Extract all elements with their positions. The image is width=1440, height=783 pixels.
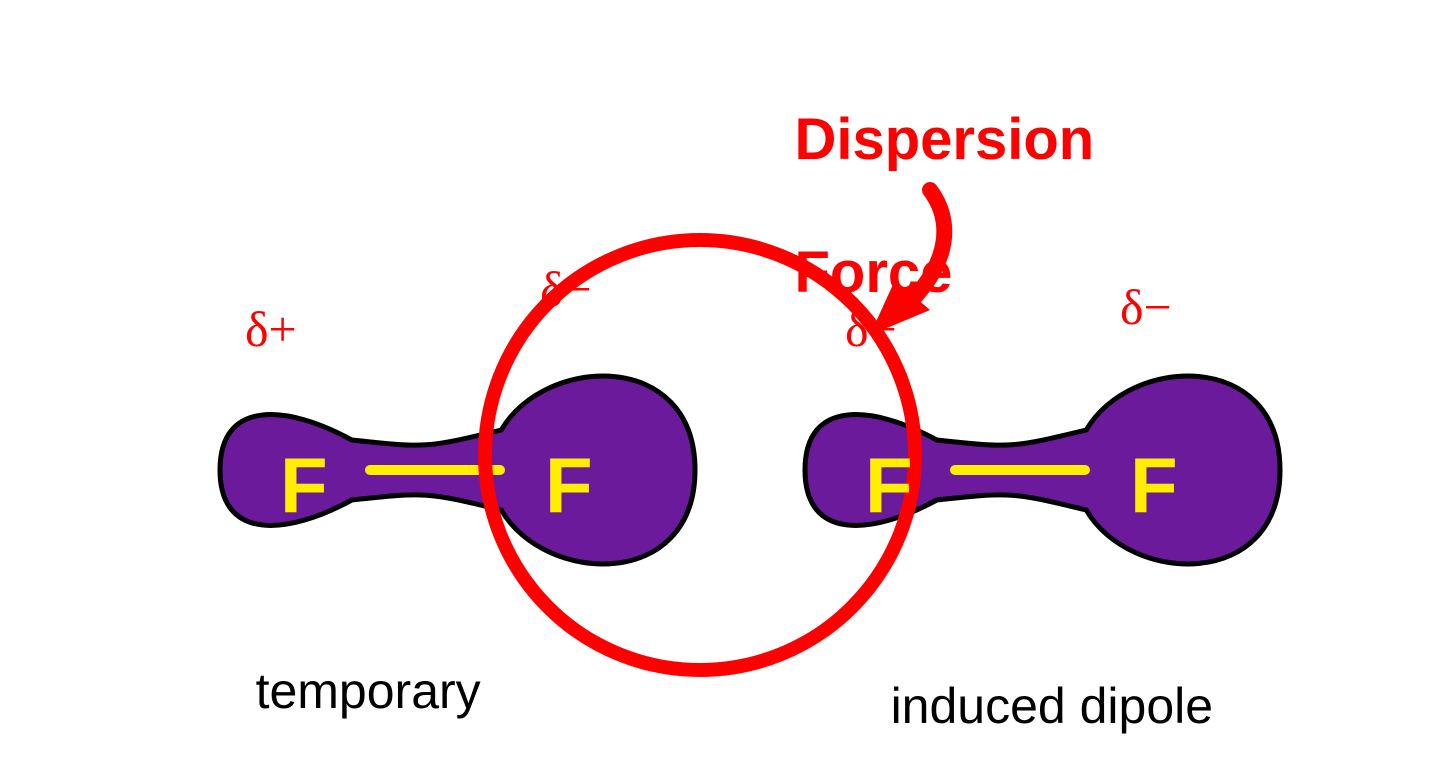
diagram-stage: Dispersion Force δ+ δ− δ+ δ− F F F F tem… — [0, 0, 1440, 783]
caption-right-line1: induced dipole — [891, 678, 1214, 734]
atom-right-1: F — [865, 440, 913, 531]
title-line-1: Dispersion — [794, 107, 1094, 172]
caption-left: temporary dipole — [200, 605, 481, 783]
diagram-title: Dispersion Force — [730, 40, 1094, 373]
atom-right-2: F — [1130, 440, 1178, 531]
caption-left-line1: temporary — [256, 663, 481, 719]
caption-right: induced dipole — [835, 620, 1213, 783]
delta-minus-left: δ− — [540, 260, 592, 318]
delta-plus-left: δ+ — [245, 300, 297, 358]
delta-plus-right: δ+ — [845, 300, 897, 358]
title-line-2: Force — [794, 240, 952, 305]
atom-left-1: F — [280, 440, 328, 531]
delta-minus-right: δ− — [1120, 278, 1172, 336]
caption-left-line2: dipole — [301, 778, 434, 783]
atom-left-2: F — [545, 440, 593, 531]
